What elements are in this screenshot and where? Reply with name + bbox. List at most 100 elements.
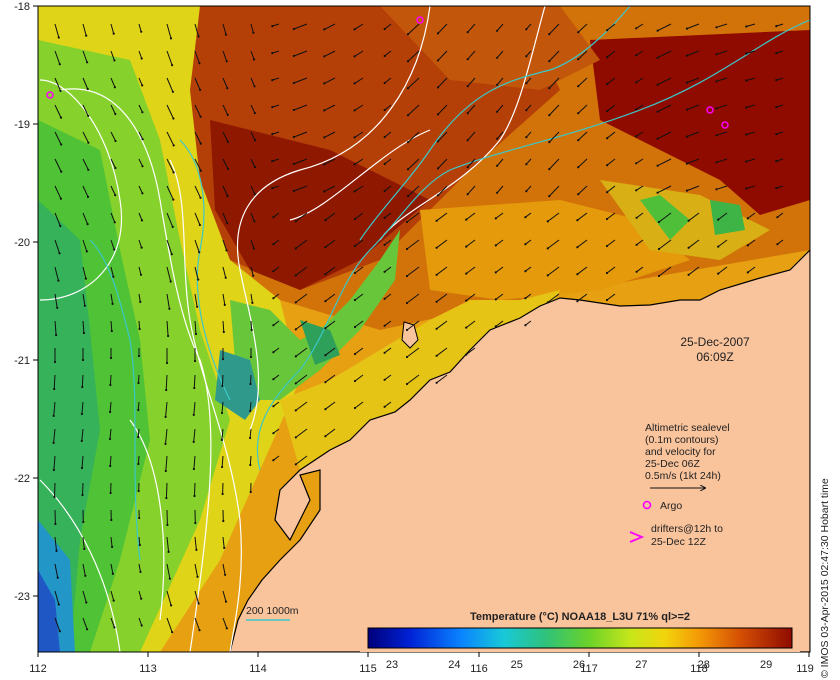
velocity-arrow — [194, 617, 200, 631]
velocity-arrow — [658, 239, 672, 250]
velocity-arrow — [194, 320, 197, 335]
velocity-arrow-head — [137, 354, 141, 358]
velocity-arrow — [54, 590, 60, 605]
velocity-arrow — [166, 320, 169, 337]
velocity-arrow-head — [383, 189, 386, 193]
velocity-arrow — [657, 131, 672, 140]
velocity-arrow-head — [435, 246, 438, 249]
velocity-arrow — [384, 266, 392, 273]
velocity-arrow-head — [169, 37, 173, 40]
velocity-arrow-head — [199, 169, 202, 172]
velocity-arrow-head — [353, 379, 357, 383]
velocity-arrow-head — [745, 133, 748, 136]
isobath-legend: 200 1000m — [246, 605, 299, 621]
velocity-arrow — [354, 104, 364, 111]
velocity-arrow-head — [193, 494, 196, 498]
argo-float — [721, 121, 729, 129]
velocity-arrow — [110, 158, 116, 169]
velocity-arrow — [467, 50, 476, 60]
velocity-arrow-head — [436, 167, 440, 170]
legend-sealevel-line: 0.5m/s (1kt 24h) — [645, 470, 721, 482]
velocity-arrow-head — [494, 271, 497, 274]
velocity-arrow — [747, 239, 756, 246]
velocity-arrow — [324, 158, 336, 165]
velocity-arrow — [577, 23, 588, 33]
velocity-arrow-head — [80, 412, 83, 416]
velocity-arrow — [138, 617, 143, 626]
velocity-arrow-head — [292, 27, 295, 31]
velocity-arrow — [82, 212, 89, 225]
velocity-arrow — [686, 104, 700, 111]
velocity-arrow — [354, 293, 364, 301]
velocity-arrow-head — [169, 280, 172, 283]
velocity-arrow — [525, 185, 532, 192]
velocity-arrow — [54, 536, 57, 551]
velocity-arrow-head — [685, 162, 689, 165]
velocity-arrow — [746, 104, 756, 108]
velocity-arrow-head — [576, 273, 579, 276]
velocity-arrow — [82, 239, 88, 252]
velocity-arrow — [194, 239, 200, 253]
velocity-arrow — [54, 293, 58, 308]
velocity-arrow — [525, 50, 532, 57]
colorbar-tick-label: 28 — [698, 659, 710, 671]
velocity-arrow-head — [87, 141, 90, 144]
velocity-arrow-head — [223, 546, 226, 550]
velocity-arrow — [53, 428, 56, 443]
velocity-arrow-head — [226, 140, 229, 143]
velocity-arrow — [525, 293, 532, 299]
velocity-arrow — [166, 212, 174, 228]
velocity-arrow-head — [199, 115, 202, 118]
velocity-arrow — [716, 131, 728, 136]
velocity-arrow-head — [383, 324, 386, 327]
timestamp-time: 06:09Z — [696, 350, 733, 364]
velocity-arrow-head — [406, 87, 410, 90]
velocity-arrow — [250, 320, 253, 331]
velocity-arrow-head — [383, 27, 386, 31]
velocity-arrow — [82, 23, 87, 36]
velocity-arrow-head — [576, 300, 579, 303]
velocity-arrow-head — [323, 109, 326, 112]
velocity-arrow — [407, 158, 420, 170]
velocity-arrow — [194, 536, 197, 550]
velocity-arrow-head — [199, 196, 202, 199]
velocity-arrow — [384, 239, 392, 246]
velocity-arrow-head — [138, 516, 141, 520]
velocity-arrow-head — [605, 217, 609, 221]
velocity-arrow-head — [172, 198, 175, 201]
velocity-arrow — [407, 77, 420, 89]
velocity-arrow — [222, 77, 228, 89]
velocity-arrow — [548, 185, 560, 197]
velocity-arrow-head — [172, 144, 175, 147]
velocity-arrow — [293, 50, 308, 57]
velocity-arrow — [354, 320, 364, 328]
legend-sealevel-line: (0.1m contours) — [645, 434, 719, 446]
velocity-arrow-head — [55, 549, 58, 553]
velocity-arrow — [222, 293, 226, 305]
velocity-arrow-head — [138, 327, 141, 331]
velocity-arrow — [250, 23, 254, 33]
velocity-arrow — [272, 131, 280, 135]
velocity-arrow-head — [271, 187, 274, 190]
velocity-arrow-head — [406, 60, 410, 63]
velocity-arrow-head — [656, 164, 659, 167]
velocity-arrow-head — [195, 548, 198, 552]
velocity-arrow — [496, 23, 504, 32]
velocity-arrow-head — [139, 570, 142, 574]
velocity-arrow — [407, 185, 420, 197]
velocity-arrow — [166, 104, 174, 119]
velocity-arrow-head — [466, 166, 469, 169]
velocity-arrow — [547, 266, 560, 276]
velocity-arrow-head — [137, 462, 140, 466]
velocity-arrow — [166, 77, 174, 92]
velocity-arrow — [354, 77, 364, 84]
velocity-arrow-head — [525, 190, 528, 193]
velocity-arrow-head — [140, 597, 143, 600]
velocity-arrow — [777, 212, 784, 218]
velocity-arrow — [53, 455, 56, 471]
velocity-arrow-head — [140, 30, 143, 33]
velocity-arrow — [547, 293, 560, 303]
velocity-arrow-head — [114, 194, 117, 197]
velocity-arrow-head — [112, 32, 115, 35]
velocity-arrow — [354, 23, 364, 30]
